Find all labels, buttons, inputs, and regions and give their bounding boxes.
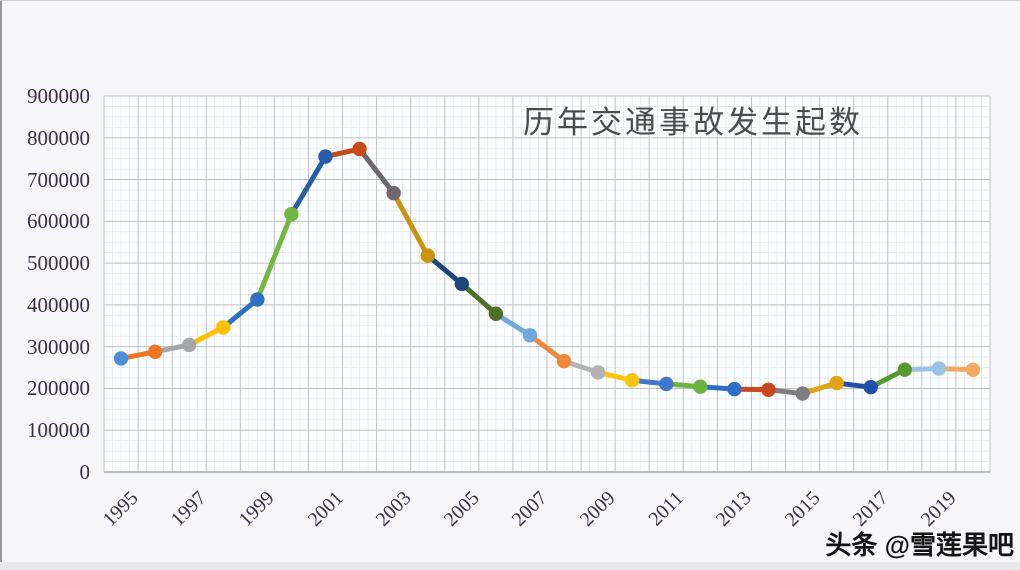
data-point-marker — [352, 141, 367, 157]
line-segment — [357, 146, 397, 196]
line-segment — [254, 211, 294, 303]
watermark: 头条 @雪莲果吧 — [825, 530, 1014, 560]
data-point-marker — [488, 306, 504, 321]
data-point-marker — [761, 382, 776, 397]
data-point-marker — [113, 351, 129, 366]
y-axis-tick-label: 800000 — [27, 125, 90, 150]
y-axis-tick-label: 300000 — [27, 334, 90, 359]
y-axis-tick-label: 200000 — [27, 376, 90, 401]
data-point-marker — [829, 375, 844, 391]
data-point-marker — [795, 386, 810, 401]
data-point-marker — [147, 344, 163, 360]
data-point-marker — [659, 376, 674, 392]
data-point-marker — [181, 337, 197, 353]
data-point-marker — [386, 185, 401, 201]
y-axis-tick-label: 500000 — [27, 251, 90, 276]
data-point-marker — [318, 149, 333, 164]
data-point-marker — [454, 276, 470, 292]
data-point-marker — [250, 292, 265, 307]
chart-title: 历年交通事故发生起数 — [523, 105, 863, 140]
line-segment — [288, 154, 328, 217]
y-axis-tick-label: 900000 — [27, 84, 90, 108]
data-point-marker — [284, 207, 299, 222]
data-point-marker — [931, 361, 947, 376]
left-edge-line — [0, 0, 2, 570]
data-point-marker — [556, 354, 572, 369]
data-point-marker — [216, 320, 231, 335]
y-axis-tick-label: 0 — [79, 460, 91, 484]
data-point-marker — [420, 248, 435, 263]
bottom-edge-band — [0, 562, 1020, 570]
line-segment — [459, 281, 499, 317]
line-segment — [391, 190, 431, 259]
y-axis-tick-label: 600000 — [27, 209, 90, 234]
data-point-marker — [522, 328, 538, 343]
data-point-marker — [693, 379, 708, 394]
line-segment — [425, 253, 465, 287]
data-point-marker — [624, 373, 640, 388]
line-segment — [220, 297, 260, 330]
y-axis-tick-label: 400000 — [27, 292, 90, 317]
y-axis-tick-label: 700000 — [27, 167, 90, 192]
data-point-marker — [863, 379, 878, 395]
data-point-marker — [965, 362, 981, 377]
data-point-marker — [897, 362, 913, 377]
top-edge-line — [0, 0, 1020, 1]
y-axis-tick-label: 100000 — [27, 418, 90, 443]
data-point-marker — [590, 365, 606, 380]
data-point-marker — [727, 381, 742, 397]
